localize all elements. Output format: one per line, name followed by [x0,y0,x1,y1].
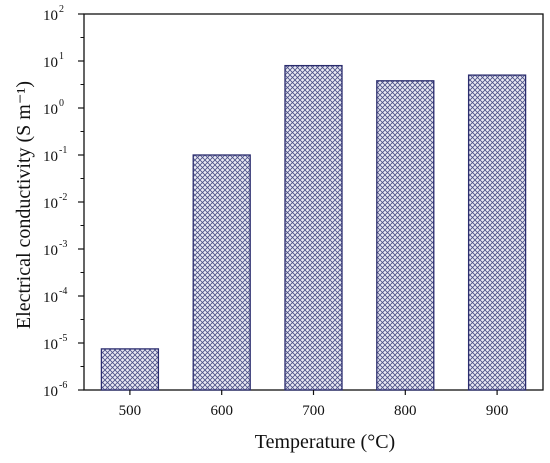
y-tick-label: 10 [43,243,58,259]
y-tick-exponent: -4 [59,286,67,297]
x-tick-label: 600 [210,403,233,419]
y-tick-label: 10 [43,384,58,400]
x-axis-title: Temperature (°C) [255,431,395,453]
y-tick-exponent: 0 [59,98,64,109]
x-tick-label: 900 [486,403,509,419]
y-tick-exponent: -5 [59,333,67,344]
y-tick-exponent: -1 [59,145,67,156]
y-tick-exponent: -3 [59,239,67,250]
y-axis-title: Electrical conductivity (S m⁻¹) [13,81,35,329]
y-tick-exponent: 2 [59,4,64,15]
y-tick-label: 10 [43,8,58,24]
bar-800 [376,80,435,391]
bar-700 [284,64,343,391]
y-tick-label: 10 [43,149,58,165]
y-tick-exponent: -6 [59,380,67,391]
bar-900 [467,74,527,391]
bar-500 [100,348,160,391]
y-tick-label: 10 [43,55,58,71]
y-tick-exponent: 1 [59,51,64,62]
bar-600 [192,154,251,391]
x-tick-label: 800 [394,403,417,419]
x-tick-label: 500 [119,403,142,419]
y-tick-label: 10 [43,102,58,118]
bars [100,64,527,391]
y-tick-label: 10 [43,196,58,212]
y-tick-exponent: -2 [59,192,67,203]
y-tick-label: 10 [43,290,58,306]
x-axis-ticks: 500 600 700 800 900 [119,390,509,419]
y-tick-label: 10 [43,337,58,353]
x-tick-label: 700 [302,403,325,419]
